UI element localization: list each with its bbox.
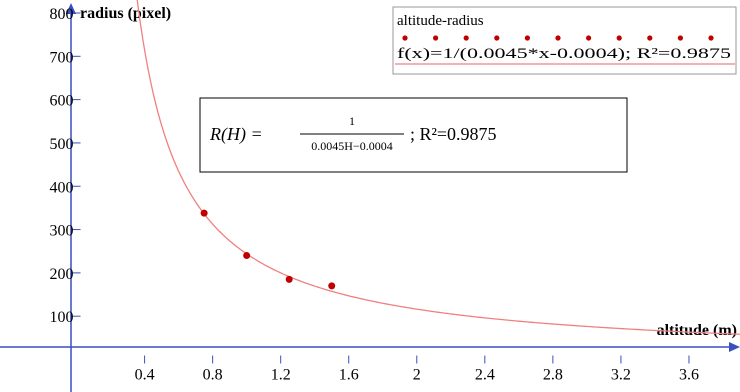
x-tick-label: 2.4 bbox=[475, 367, 495, 384]
equation-lhs: R(H) = bbox=[209, 124, 263, 145]
y-tick-label: 800 bbox=[50, 6, 74, 23]
equation-numerator: 1 bbox=[349, 114, 355, 128]
x-tick-label: 2.8 bbox=[543, 367, 563, 384]
fit-curve bbox=[136, 0, 740, 335]
equation-annotation: R(H) = 1 0.0045H−0.0004 ; R²=0.9875 bbox=[199, 97, 628, 173]
data-point bbox=[243, 252, 251, 260]
data-points bbox=[200, 209, 336, 290]
y-tick-label: 400 bbox=[50, 179, 74, 196]
data-point bbox=[200, 209, 208, 217]
legend-dot bbox=[647, 35, 653, 41]
legend-dot bbox=[677, 35, 684, 41]
x-axis-label: altitude (m) bbox=[657, 322, 737, 339]
equation-box bbox=[199, 97, 628, 173]
legend-box bbox=[392, 6, 737, 75]
x-tick-label: 3.2 bbox=[611, 367, 631, 384]
legend-dot bbox=[494, 35, 500, 41]
legend-dot bbox=[586, 35, 592, 41]
x-tick-label: 2 bbox=[413, 367, 421, 384]
y-tick-label: 200 bbox=[50, 266, 74, 283]
legend-title: altitude-radius bbox=[397, 13, 484, 29]
y-axis-label: radius (pixel) bbox=[80, 5, 171, 22]
legend-dot bbox=[616, 35, 622, 41]
legend-dot bbox=[402, 35, 408, 41]
legend-dot bbox=[708, 35, 714, 41]
y-tick-label: 700 bbox=[50, 49, 74, 66]
data-point bbox=[328, 282, 336, 290]
x-tick-label: 0.8 bbox=[203, 367, 223, 384]
x-axis-arrow bbox=[729, 342, 740, 352]
x-tick-label: 1.2 bbox=[271, 367, 291, 384]
y-tick-label: 600 bbox=[50, 93, 74, 110]
data-point bbox=[285, 275, 293, 283]
legend-dot bbox=[555, 35, 561, 41]
axes bbox=[0, 3, 740, 392]
y-axis-arrow bbox=[66, 3, 76, 14]
y-tick-label: 500 bbox=[50, 136, 74, 153]
x-ticks: 0.4 0.8 1.2 1.6 2 2.4 2.8 3.2 3.6 bbox=[135, 355, 699, 384]
y-ticks: 100 200 300 400 500 600 700 800 bbox=[50, 6, 81, 326]
legend: altitude-radius f(x)=1/(0.0045*x-0.0004)… bbox=[392, 6, 737, 75]
equation-denominator: 0.0045H−0.0004 bbox=[311, 139, 392, 153]
y-tick-label: 300 bbox=[50, 223, 74, 240]
legend-dot bbox=[524, 35, 531, 41]
x-tick-label: 3.6 bbox=[679, 367, 699, 384]
x-tick-label: 1.6 bbox=[339, 367, 359, 384]
legend-fit-label: f(x)=1/(0.0045*x-0.0004); R²=0.9875 bbox=[397, 46, 731, 62]
legend-dot bbox=[463, 35, 469, 41]
equation-rhs: ; R²=0.9875 bbox=[410, 124, 497, 144]
y-tick-label: 100 bbox=[50, 309, 74, 326]
legend-dot bbox=[433, 35, 439, 41]
legend-dots bbox=[402, 35, 714, 41]
x-tick-label: 0.4 bbox=[135, 367, 155, 384]
